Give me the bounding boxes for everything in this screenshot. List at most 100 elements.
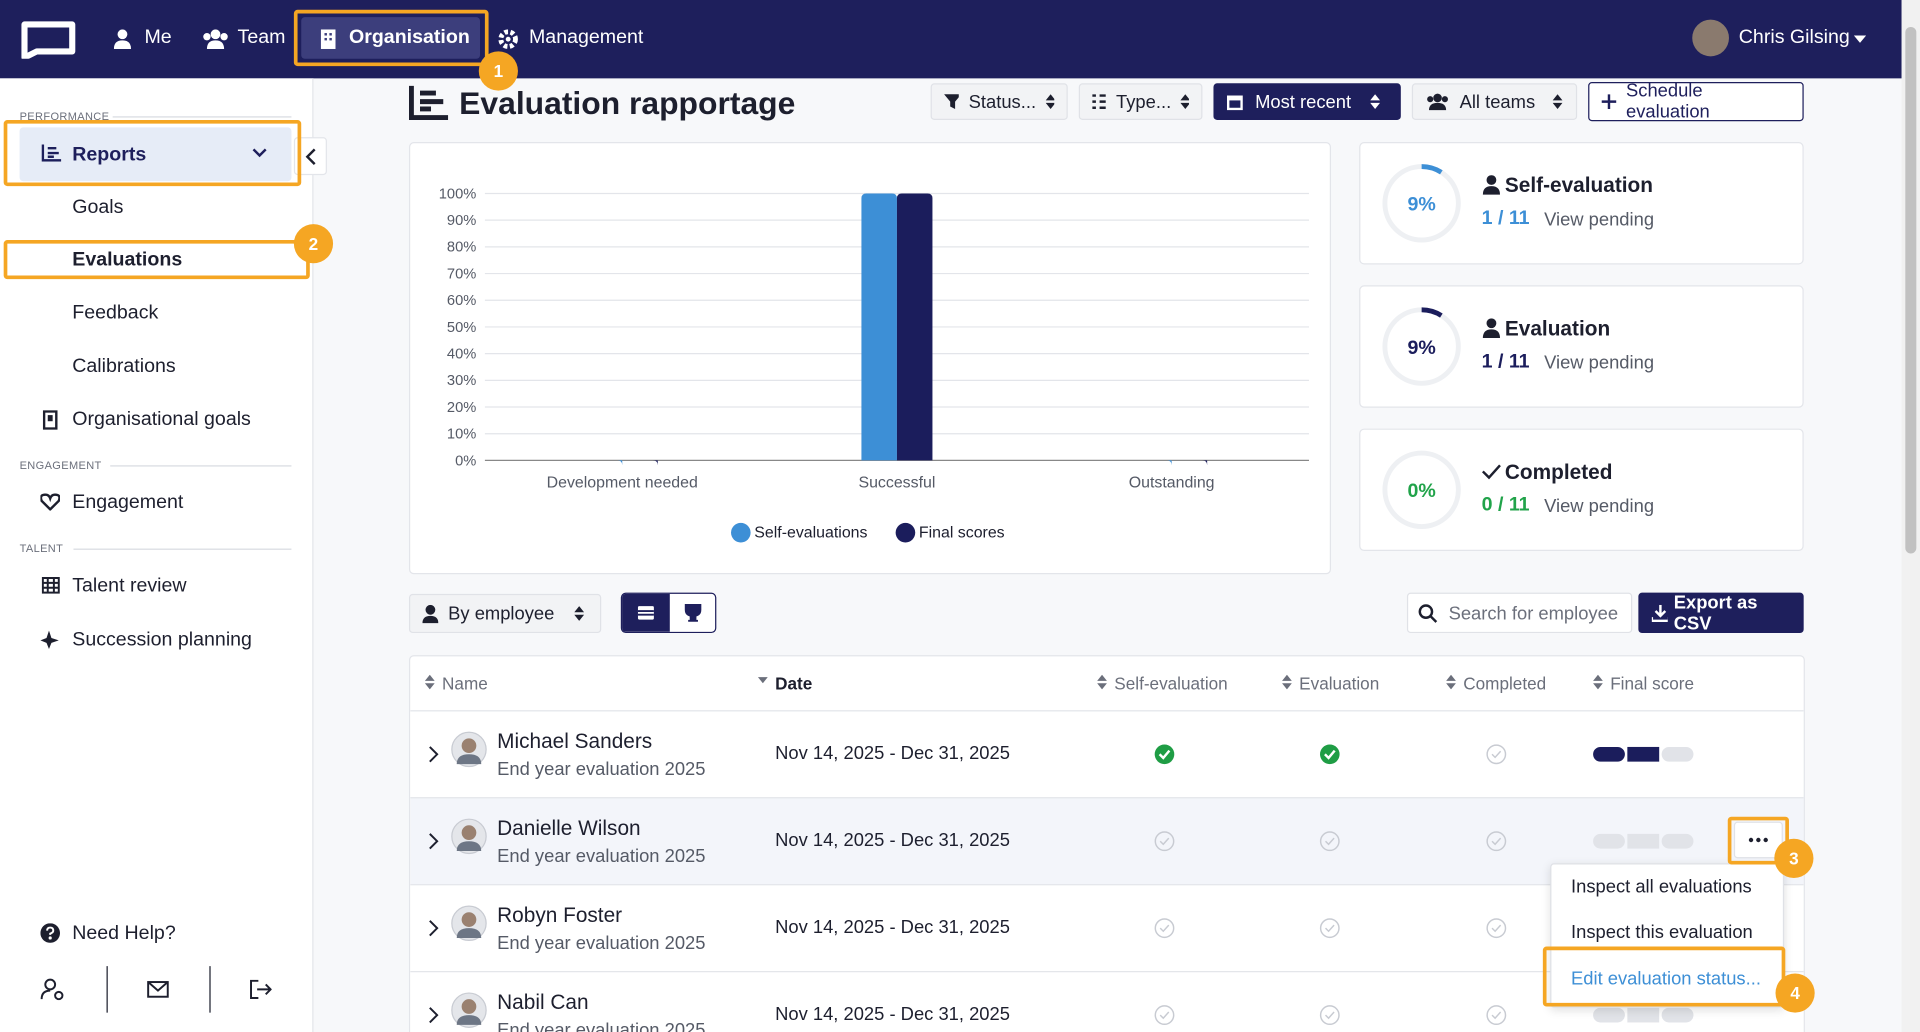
- date-range: Nov 14, 2025 - Dec 31, 2025: [775, 830, 1010, 852]
- search-box[interactable]: Search for employee: [1406, 592, 1633, 634]
- expand-chevron[interactable]: [427, 746, 439, 763]
- icon-check: [1324, 749, 1336, 760]
- filter-label: All teams: [1459, 91, 1536, 113]
- highlight-box: [1542, 946, 1786, 1007]
- legend-swatch: [895, 522, 916, 543]
- nav-team[interactable]: Team: [237, 26, 286, 48]
- y-tick-label: 90%: [447, 213, 476, 229]
- page-title: Evaluation rapportage: [459, 84, 796, 122]
- nav-org-goals[interactable]: Organisational goals: [72, 408, 251, 430]
- user-avatar[interactable]: [1692, 19, 1729, 57]
- nav-reports[interactable]: Reports: [72, 144, 147, 166]
- ring-track: [1382, 450, 1461, 529]
- nav-evaluations[interactable]: Evaluations: [72, 249, 183, 271]
- gear-icon: [498, 29, 518, 49]
- score-segment: [1627, 1007, 1660, 1023]
- y-tick-label: 60%: [447, 293, 476, 309]
- dots-icon: [1748, 837, 1768, 843]
- logo[interactable]: [20, 20, 78, 59]
- chart-panel: 0% 10% 20% 30% 40% 50% 60% 70% 80% 90% 100% Develop…: [408, 142, 1332, 575]
- column-header[interactable]: Completed: [1463, 673, 1547, 694]
- avatar-body: [456, 928, 482, 938]
- need-help[interactable]: Need Help?: [72, 923, 176, 945]
- stat-count: 1 / 11: [1481, 208, 1530, 229]
- user-name[interactable]: Chris Gilsing: [1738, 26, 1850, 48]
- nav-goals[interactable]: Goals: [72, 197, 124, 218]
- expand-chevron[interactable]: [427, 1007, 439, 1024]
- logout-icon[interactable]: [250, 979, 272, 1000]
- icon-check: [1159, 1011, 1170, 1020]
- sort-label: Most recent: [1255, 91, 1352, 113]
- scrollbar-thumb[interactable]: [1905, 26, 1917, 554]
- nav-talent-review[interactable]: Talent review: [72, 575, 187, 597]
- nav-management[interactable]: Management: [528, 26, 644, 48]
- employee-name[interactable]: Nabil Can: [497, 990, 589, 1014]
- calendar-icon: [1226, 95, 1243, 111]
- expand-chevron[interactable]: [427, 833, 439, 850]
- menu-item[interactable]: Inspect all evaluations: [1571, 876, 1752, 898]
- schedule-button[interactable]: Schedule evaluation: [1588, 81, 1804, 122]
- date-range: Nov 14, 2025 - Dec 31, 2025: [775, 917, 1010, 938]
- step-badge: 3: [1774, 838, 1814, 878]
- ranking-view-button[interactable]: [670, 594, 715, 632]
- reports-icon: [41, 144, 62, 162]
- step-badge: 4: [1775, 973, 1815, 1013]
- stat-icon: [1482, 175, 1501, 195]
- x-tick-label: Development needed: [547, 474, 698, 491]
- filter-label: Type...: [1116, 91, 1172, 113]
- list-view-button[interactable]: [622, 593, 670, 632]
- team-filter[interactable]: All teams: [1411, 83, 1578, 121]
- y-tick-label: 70%: [447, 266, 476, 282]
- filter-icon: [944, 94, 959, 109]
- group-select[interactable]: By employee: [408, 593, 602, 634]
- scrollbar[interactable]: [1901, 0, 1920, 1032]
- download-icon: [1651, 604, 1668, 622]
- nav-me[interactable]: Me: [144, 26, 172, 48]
- column-header[interactable]: Date: [775, 673, 813, 694]
- nav-engagement[interactable]: Engagement: [72, 492, 184, 514]
- expand-chevron[interactable]: [427, 920, 439, 937]
- group-label: By employee: [448, 603, 555, 624]
- column-header[interactable]: Evaluation: [1299, 673, 1380, 694]
- view-pending-link[interactable]: View pending: [1544, 209, 1655, 231]
- nav-succession[interactable]: Succession planning: [72, 629, 252, 651]
- bar: [1171, 460, 1208, 466]
- column-header[interactable]: Final score: [1610, 673, 1695, 694]
- row-actions-button[interactable]: [1733, 821, 1783, 859]
- title-icon: [408, 85, 449, 121]
- employee-name[interactable]: Robyn Foster: [497, 903, 623, 927]
- ring-label: 0%: [1407, 480, 1435, 502]
- y-tick-label: 100%: [439, 186, 477, 202]
- nav-feedback[interactable]: Feedback: [72, 302, 159, 324]
- column-header[interactable]: Name: [442, 673, 488, 694]
- sort-select[interactable]: Most recent: [1213, 83, 1401, 121]
- export-button[interactable]: Export as CSV: [1638, 592, 1804, 634]
- me-icon: [113, 29, 132, 49]
- score-segment: [1627, 833, 1660, 849]
- employee-name[interactable]: Danielle Wilson: [497, 816, 641, 841]
- employee-name[interactable]: Michael Sanders: [497, 729, 653, 754]
- menu-item[interactable]: Inspect this evaluation: [1571, 922, 1753, 943]
- sort-icon: [757, 677, 768, 684]
- final-score: [1593, 833, 1694, 849]
- section-label: PERFORMANCE: [19, 110, 110, 123]
- type-filter[interactable]: Type...: [1078, 83, 1203, 121]
- succession-icon: [40, 630, 59, 649]
- status-filter[interactable]: Status...: [930, 83, 1068, 121]
- icon-check: [1491, 924, 1502, 933]
- nav-calibrations[interactable]: Calibrations: [72, 356, 176, 378]
- mail-icon[interactable]: [147, 981, 169, 998]
- view-pending-link[interactable]: View pending: [1544, 352, 1655, 374]
- view-pending-link[interactable]: View pending: [1544, 495, 1655, 517]
- stat-count: 0 / 11: [1481, 494, 1530, 516]
- menu-item[interactable]: Edit evaluation status...: [1571, 968, 1761, 990]
- chevron-down[interactable]: [252, 148, 267, 158]
- nav-organisation[interactable]: Organisation: [348, 26, 470, 48]
- final-score: [1593, 1007, 1694, 1023]
- column-header[interactable]: Self-evaluation: [1114, 673, 1228, 694]
- settings-icon[interactable]: [40, 978, 64, 1001]
- sort-arrows: [1593, 674, 1603, 690]
- filter-label: Status...: [968, 91, 1037, 113]
- export-label: Export as CSV: [1673, 592, 1758, 634]
- evaluation-name: End year evaluation 2025: [497, 846, 706, 867]
